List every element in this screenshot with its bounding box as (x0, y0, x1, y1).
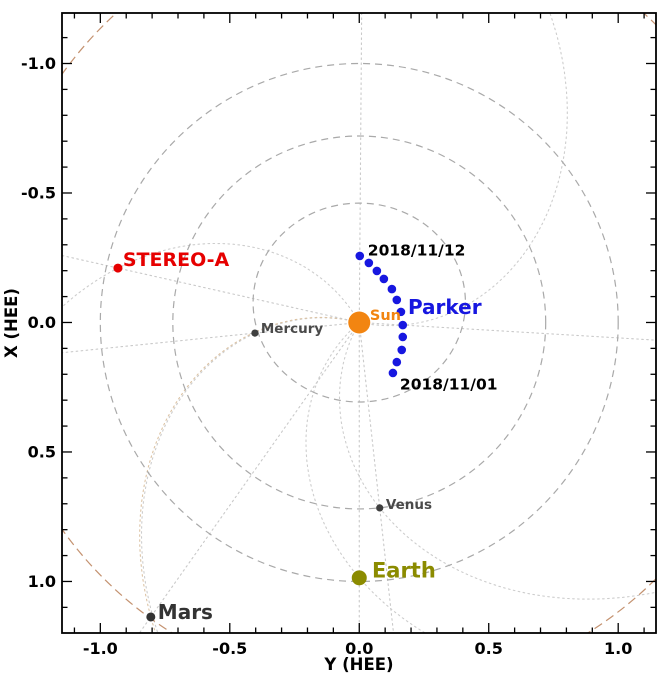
stereo-a-spiral-line (62, 242, 353, 313)
x-tick-label: -1.0 (83, 639, 118, 658)
parker-trajectory (355, 251, 408, 378)
mars-label: Mars (158, 600, 213, 624)
sun-dot (348, 311, 371, 334)
parker-trajectory-dot (355, 251, 365, 261)
y-tick-label: 1.0 (28, 572, 56, 591)
x-tick-label: 0.5 (475, 639, 503, 658)
parker-trajectory-dot (396, 307, 406, 317)
tick-labels: -1.0 -1.0 -0.5 -0.5 0.0 0.0 0.5 0.5 1.0 1.0 (21, 54, 632, 658)
y-axis-title: X (HEE) (2, 288, 21, 358)
axis-ticks (62, 13, 656, 633)
sun-label: Sun (370, 308, 401, 324)
x-axis-title: Y (HEE) (323, 655, 393, 674)
y-tick-label: -1.0 (21, 54, 56, 73)
parker-trajectory-dot (364, 258, 374, 268)
parker-trajectory-dot (388, 368, 398, 378)
parker-trajectory-dot (379, 274, 389, 284)
mars-radial-line (138, 332, 353, 633)
parker-trajectory-dot (397, 345, 407, 355)
parker-trajectory-dot (392, 357, 402, 367)
venus-label: Venus (386, 497, 432, 513)
x-tick-label: 0.0 (345, 639, 373, 658)
parker-trajectory-dot (398, 332, 408, 342)
parker-label: Parker (408, 295, 482, 319)
earth-orbit (99, 62, 619, 583)
parker-trajectory-dot (392, 295, 402, 305)
x-tick-label: -0.5 (212, 639, 247, 658)
x-tick-label: 1.0 (604, 639, 632, 658)
parker-trajectory-dot (398, 320, 408, 330)
y-tick-label: 0.5 (28, 442, 56, 461)
parker-radial-line (358, 13, 363, 311)
earth-dot (351, 570, 367, 586)
y-tick-label: 0.0 (28, 313, 56, 332)
mercury-label: Mercury (261, 321, 324, 337)
earth-label: Earth (372, 559, 436, 583)
venus-dot (376, 504, 384, 512)
mars-dot (146, 612, 156, 622)
stereo-a-label: STEREO-A (123, 249, 230, 271)
mercury-dot (251, 329, 259, 337)
venus-orbit (172, 135, 547, 510)
parker-radial-line (371, 322, 656, 341)
parker-trajectory-dot (387, 284, 397, 294)
mercury-orbit (252, 202, 467, 403)
parker-trajectory-dot (372, 266, 382, 276)
parker-end-date-label: 2018/11/01 (400, 375, 498, 393)
parker-spiral-line (371, 13, 568, 327)
y-tick-label: -0.5 (21, 183, 56, 202)
stereo-a-dot (113, 263, 123, 273)
parker-start-date-label: 2018/11/12 (368, 241, 466, 259)
mercury-spiral-line (140, 317, 348, 633)
